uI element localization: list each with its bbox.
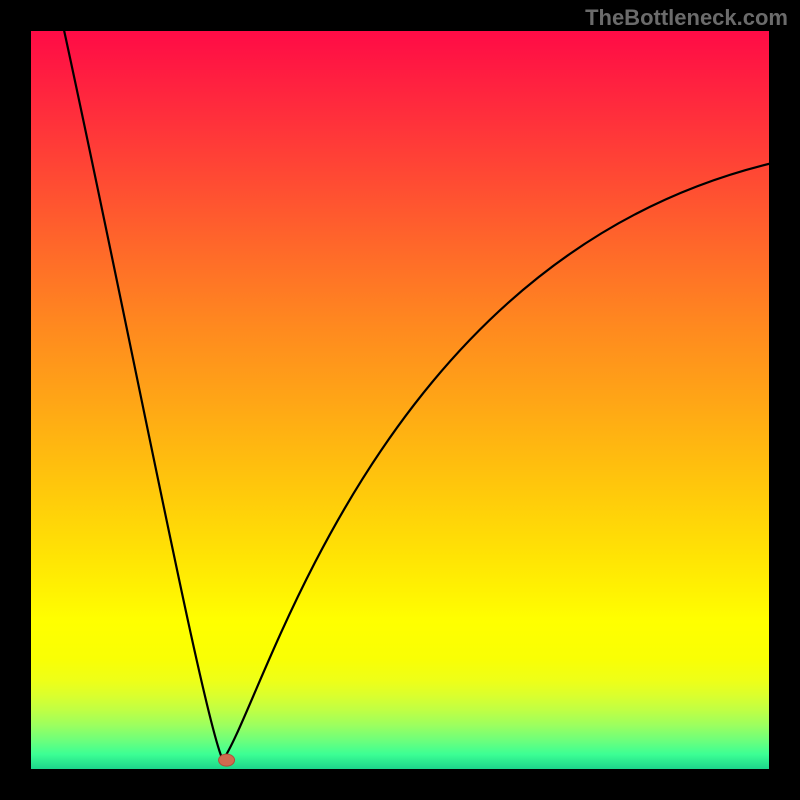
curve-layer xyxy=(31,31,769,769)
plot-area xyxy=(31,31,769,769)
optimal-point-marker xyxy=(219,754,235,766)
watermark-text: TheBottleneck.com xyxy=(585,5,788,31)
chart-container: TheBottleneck.com xyxy=(0,0,800,800)
bottleneck-curve xyxy=(64,31,769,760)
